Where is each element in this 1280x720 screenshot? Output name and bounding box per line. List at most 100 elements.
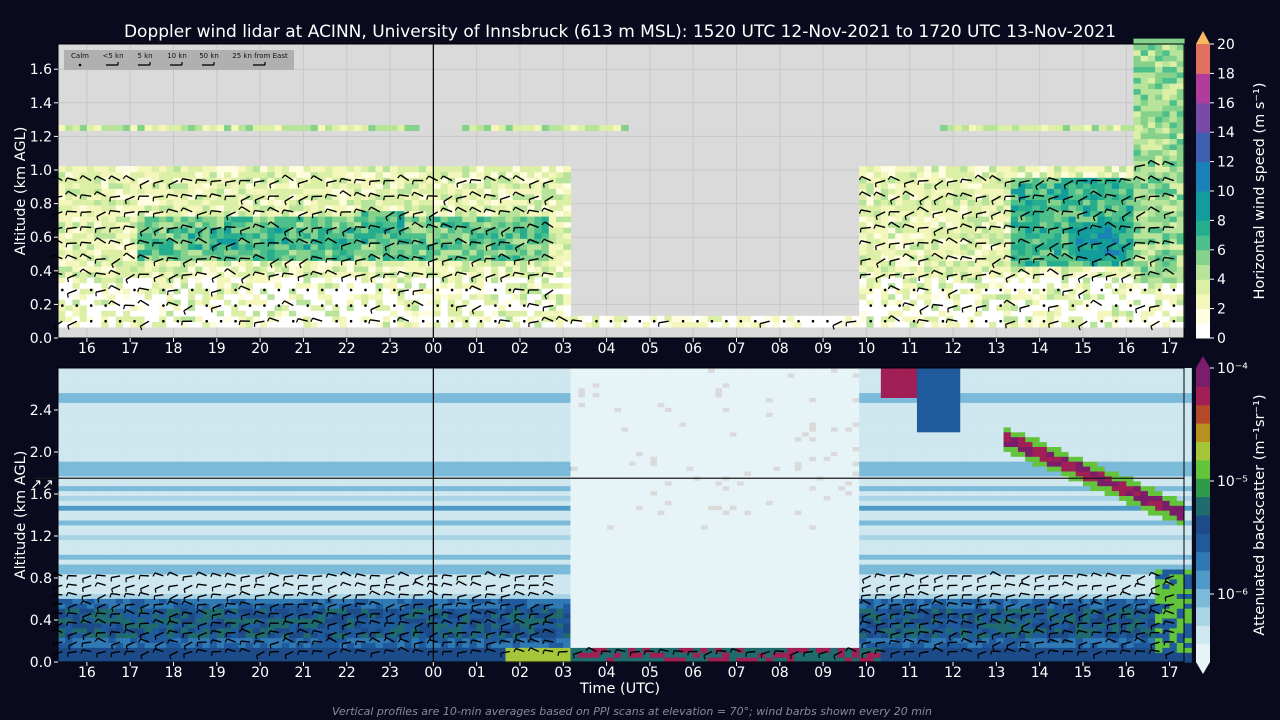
wind-barb xyxy=(457,206,467,213)
wind-cell xyxy=(216,232,225,239)
wind-cell xyxy=(180,254,189,261)
wind-cell xyxy=(859,210,868,217)
wind-cell xyxy=(880,199,889,206)
wind-cell xyxy=(888,260,896,267)
wind-cell xyxy=(303,265,312,273)
wind-cell xyxy=(173,182,182,189)
wind-cell xyxy=(245,310,254,317)
backscatter-cell xyxy=(58,554,66,560)
wind-barb xyxy=(1163,256,1174,260)
wind-cell xyxy=(483,193,492,200)
wind-cell xyxy=(418,238,427,245)
wind-cell xyxy=(1162,88,1171,95)
wind-cell xyxy=(454,293,463,300)
wind-cell xyxy=(866,199,875,206)
wind-cell xyxy=(1169,166,1178,173)
wind-cell xyxy=(353,182,362,189)
wind-cell xyxy=(202,204,211,212)
wind-cell xyxy=(231,216,240,223)
wind-cell xyxy=(541,249,550,256)
wind-cell xyxy=(130,232,138,239)
wind-cell xyxy=(58,293,66,300)
wind-cell xyxy=(1140,243,1149,250)
wind-cell xyxy=(1140,127,1149,134)
wind-cell xyxy=(1097,199,1106,206)
barb-flag xyxy=(1018,226,1021,232)
barb-flag xyxy=(108,270,112,275)
wind-cell xyxy=(1140,321,1149,328)
wind-cell xyxy=(209,249,218,256)
wind-cell xyxy=(873,210,882,217)
wind-cell xyxy=(1039,232,1048,239)
wind-cell xyxy=(252,265,261,273)
wind-cell xyxy=(967,238,976,245)
wind-cell xyxy=(346,232,355,239)
wind-cell xyxy=(151,204,160,212)
wind-cell xyxy=(151,304,160,311)
wind-cell xyxy=(94,232,102,239)
wind-barb xyxy=(168,301,179,307)
wind-cell xyxy=(426,315,434,322)
wind-barb xyxy=(369,319,381,322)
wind-cell xyxy=(1068,199,1077,206)
wind-cell xyxy=(173,315,182,322)
wind-cell xyxy=(758,321,766,328)
colorbar-tick-label: 6 xyxy=(1217,243,1226,259)
wind-cell xyxy=(346,125,355,131)
wind-cell xyxy=(411,171,420,178)
wind-cell xyxy=(960,249,969,256)
wind-cell xyxy=(390,182,398,189)
wind-cell xyxy=(86,265,95,273)
wind-cell xyxy=(1155,160,1163,167)
wind-cell xyxy=(440,238,449,245)
wind-cell xyxy=(902,299,911,306)
wind-cell xyxy=(454,199,463,206)
wind-cell xyxy=(173,216,182,223)
wind-cell xyxy=(382,299,391,306)
wind-cell xyxy=(159,238,167,245)
wind-cell xyxy=(209,315,218,322)
wind-cell xyxy=(58,265,66,273)
wind-cell xyxy=(288,293,297,300)
wind-cell xyxy=(1140,116,1149,123)
wind-cell xyxy=(527,188,535,195)
wind-cell xyxy=(58,216,66,223)
wind-barb xyxy=(284,237,294,244)
wind-cell xyxy=(931,304,940,311)
wind-barb xyxy=(341,242,352,247)
wind-barb xyxy=(1120,178,1131,182)
wind-cell xyxy=(1155,282,1163,289)
wind-cell xyxy=(296,193,305,200)
wind-cell xyxy=(216,221,225,228)
wind-cell xyxy=(1039,204,1048,212)
wind-cell xyxy=(303,216,312,223)
wind-barb xyxy=(947,304,958,310)
wind-cell xyxy=(902,249,911,256)
wind-cell xyxy=(527,310,535,317)
wind-cell xyxy=(916,210,925,217)
wind-cell xyxy=(1127,125,1136,131)
wind-barb xyxy=(284,226,294,233)
wind-cell xyxy=(296,254,305,261)
wind-cell xyxy=(245,166,254,173)
wind-cell xyxy=(1039,182,1048,189)
wind-cell xyxy=(563,265,572,273)
wind-cell xyxy=(115,188,124,195)
wind-cell xyxy=(426,299,434,306)
barb-flag xyxy=(267,195,270,201)
wind-barb xyxy=(355,258,366,262)
wind-cell xyxy=(938,304,947,311)
wind-barb xyxy=(890,195,900,202)
wind-cell xyxy=(151,315,160,322)
wind-cell xyxy=(974,199,983,206)
wind-cell xyxy=(888,193,896,200)
wind-cell xyxy=(1176,271,1185,278)
x-tick-label: 05 xyxy=(641,341,659,357)
barb-calm xyxy=(1028,288,1031,292)
wind-cell xyxy=(541,227,550,234)
wind-cell xyxy=(556,238,564,245)
wind-cell xyxy=(563,243,572,250)
wind-cell xyxy=(382,288,391,295)
wind-cell xyxy=(1075,238,1084,245)
wind-cell xyxy=(339,177,348,184)
